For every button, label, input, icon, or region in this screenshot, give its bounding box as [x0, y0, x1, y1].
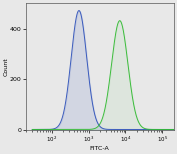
X-axis label: FITC-A: FITC-A	[90, 146, 110, 150]
Y-axis label: Count: Count	[4, 57, 8, 76]
